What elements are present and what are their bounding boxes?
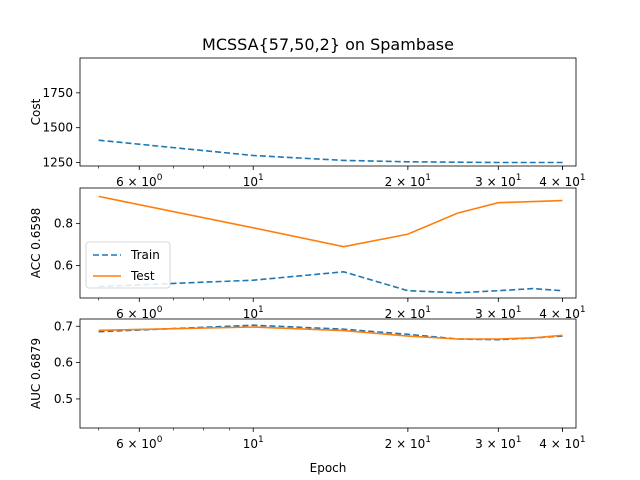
train-series-line (98, 324, 563, 341)
y-tick-label: 1250 (42, 156, 73, 170)
y-axis-label: ACC 0.6598 (29, 208, 43, 279)
x-tick-label: 6 × 100 (116, 435, 163, 451)
x-tick-label: 4 × 101 (539, 435, 585, 451)
x-tick-label: 6 × 100 (116, 173, 163, 189)
y-tick-label: 0.8 (54, 217, 73, 231)
y-axis-label: Cost (29, 98, 43, 125)
y-axis-label: AUC 0.6879 (29, 338, 43, 409)
x-tick-label: 2 × 101 (385, 435, 431, 451)
legend-label-train: Train (130, 248, 160, 262)
train-series-line (98, 139, 563, 164)
x-tick-label: 4 × 101 (539, 305, 585, 321)
y-tick-label: 1500 (42, 121, 73, 135)
x-tick-label: 3 × 101 (475, 305, 521, 321)
x-tick-label: 2 × 101 (385, 173, 431, 189)
x-tick-label: 3 × 101 (475, 173, 521, 189)
y-tick-label: 1750 (42, 86, 73, 100)
y-tick-label: 0.6 (54, 259, 73, 273)
panel-frame (79, 318, 577, 429)
legend-label-test: Test (130, 269, 155, 283)
panel-frame (79, 187, 577, 299)
x-tick-label: 6 × 100 (116, 305, 163, 321)
x-tick-label: 101 (243, 305, 264, 321)
y-tick-label: 0.6 (54, 356, 73, 370)
y-tick-label: 0.7 (54, 319, 73, 333)
panel-3: 0.5 0.6 0.7 AUC 0.6879 6 × 100 101 2 × 101 3 × … (29, 318, 586, 451)
test-series-line (98, 195, 563, 248)
y-tick-label: 0.5 (54, 392, 73, 406)
panel-frame (79, 57, 577, 167)
x-tick-label: 101 (243, 173, 264, 189)
x-tick-label: 3 × 101 (475, 435, 521, 451)
x-tick-label: 4 × 101 (539, 173, 585, 189)
x-tick-label: 2 × 101 (385, 305, 431, 321)
test-series-line (98, 326, 563, 340)
legend: Train Test (85, 241, 171, 289)
x-tick-label: 101 (243, 435, 264, 451)
x-axis-label: Epoch (310, 461, 347, 475)
panel-2: 0.6 0.8 ACC 0.6598 6 × 100 101 2 × 101 3 × 101… (29, 187, 586, 321)
chart-title: MCSSA{57,50,2} on Spambase (202, 35, 454, 54)
train-series-line (98, 270, 563, 294)
